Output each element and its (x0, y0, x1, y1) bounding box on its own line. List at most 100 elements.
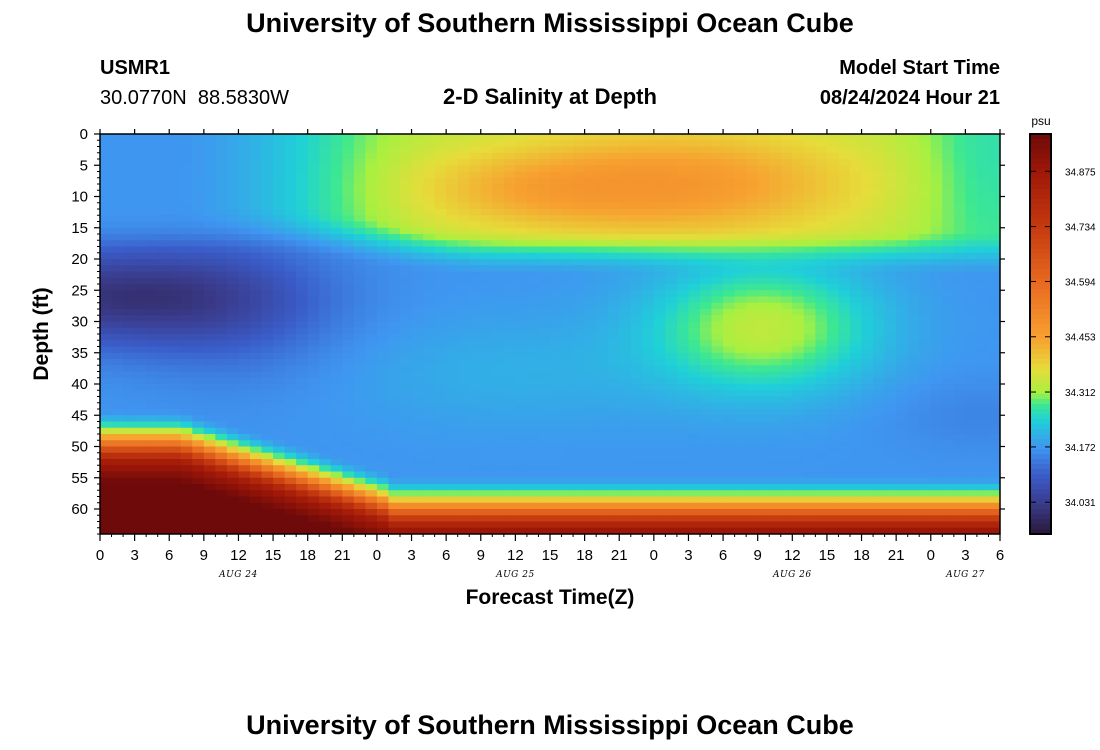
heatmap-cell (526, 240, 540, 248)
heatmap-cell (561, 490, 574, 498)
heatmap-cell (180, 259, 193, 266)
heatmap-cell (457, 146, 470, 154)
heatmap-cell (342, 427, 355, 435)
heatmap-cell (146, 440, 159, 448)
heatmap-cell (907, 134, 920, 141)
heatmap-cell (688, 327, 701, 335)
heatmap-cell (769, 271, 782, 279)
heatmap-cell (226, 434, 240, 441)
heatmap-cell (400, 309, 413, 316)
heatmap-cell (792, 134, 805, 141)
heatmap-cell (746, 434, 759, 441)
heatmap-cell (734, 340, 747, 348)
heatmap-cell (353, 477, 366, 485)
heatmap-cell (826, 390, 840, 398)
heatmap-cell (238, 159, 251, 166)
heatmap-cell (850, 246, 863, 254)
heatmap-cell (376, 415, 390, 423)
heatmap-cell (250, 515, 263, 523)
heatmap-cell (469, 334, 482, 341)
heatmap-cell (884, 477, 897, 485)
heatmap-cell (850, 271, 863, 279)
heatmap-cell (457, 409, 470, 416)
heatmap-cell (930, 365, 943, 373)
heatmap-cell (826, 227, 840, 235)
heatmap-cell (965, 134, 978, 141)
heatmap-cell (526, 496, 540, 504)
heatmap-cell (700, 227, 713, 235)
heatmap-cell (480, 477, 493, 485)
heatmap-cell (953, 352, 966, 360)
heatmap-cell (307, 459, 320, 466)
heatmap-cell (400, 152, 413, 160)
heatmap-cell (284, 527, 297, 534)
heatmap-cell (526, 459, 540, 466)
heatmap-cell (307, 296, 320, 304)
heatmap-cell (711, 309, 724, 316)
heatmap-cell (676, 221, 690, 229)
heatmap-cell (307, 190, 320, 198)
heatmap-cell (457, 377, 470, 385)
heatmap-cell (942, 321, 955, 329)
heatmap-cell (838, 371, 851, 379)
heatmap-cell (676, 340, 690, 348)
heatmap-cell (157, 427, 170, 435)
heatmap-cell (711, 140, 724, 148)
heatmap-cell (503, 246, 516, 254)
heatmap-cell (630, 277, 643, 285)
heatmap-cell (907, 334, 920, 341)
heatmap-cell (700, 290, 713, 298)
heatmap-cell (307, 484, 320, 491)
heatmap-cell (469, 459, 482, 466)
heatmap-cell (826, 152, 840, 160)
heatmap-cell (250, 246, 263, 254)
heatmap-cell (538, 196, 551, 204)
heatmap-cell (550, 171, 563, 179)
heatmap-cell (734, 346, 747, 354)
heatmap-cell (261, 334, 274, 341)
heatmap-cell (423, 340, 436, 348)
heatmap-cell (550, 334, 563, 341)
heatmap-cell (746, 384, 759, 391)
heatmap-cell (619, 271, 632, 279)
heatmap-cell (873, 246, 886, 254)
heatmap-cell (515, 271, 528, 279)
heatmap-cell (503, 271, 516, 279)
heatmap-cell (503, 284, 516, 291)
heatmap-cell (284, 352, 297, 360)
heatmap-cell (642, 427, 655, 435)
heatmap-cell (896, 271, 909, 279)
heatmap-cell (746, 146, 759, 154)
heatmap-cell (446, 177, 459, 185)
heatmap-cell (676, 527, 690, 534)
heatmap-cell (134, 259, 147, 266)
heatmap-cell (803, 346, 816, 354)
heatmap-cell (930, 440, 943, 448)
heatmap-cell (734, 190, 747, 198)
heatmap-cell (561, 340, 574, 348)
heatmap-cell (746, 496, 759, 504)
heatmap-cell (630, 496, 643, 504)
heatmap-cell (769, 471, 782, 479)
heatmap-cell (711, 315, 724, 323)
heatmap-cell (423, 259, 436, 266)
heatmap-cell (780, 246, 793, 254)
heatmap-cell (873, 309, 886, 316)
heatmap-cell (434, 190, 447, 198)
heatmap-cell (203, 252, 216, 260)
heatmap-cell (434, 359, 447, 366)
heatmap-cell (711, 384, 724, 391)
heatmap-cell (965, 321, 978, 329)
heatmap-cell (723, 140, 736, 148)
heatmap-cell (296, 296, 309, 304)
heatmap-cell (169, 134, 182, 141)
heatmap-cell (780, 527, 793, 534)
heatmap-cell (411, 196, 424, 204)
heatmap-cell (100, 440, 113, 448)
heatmap-cell (319, 221, 332, 229)
heatmap-cell (976, 421, 990, 429)
heatmap-cell (157, 202, 170, 210)
heatmap-cell (642, 190, 655, 198)
heatmap-cell (365, 315, 378, 323)
heatmap-cell (919, 252, 932, 260)
